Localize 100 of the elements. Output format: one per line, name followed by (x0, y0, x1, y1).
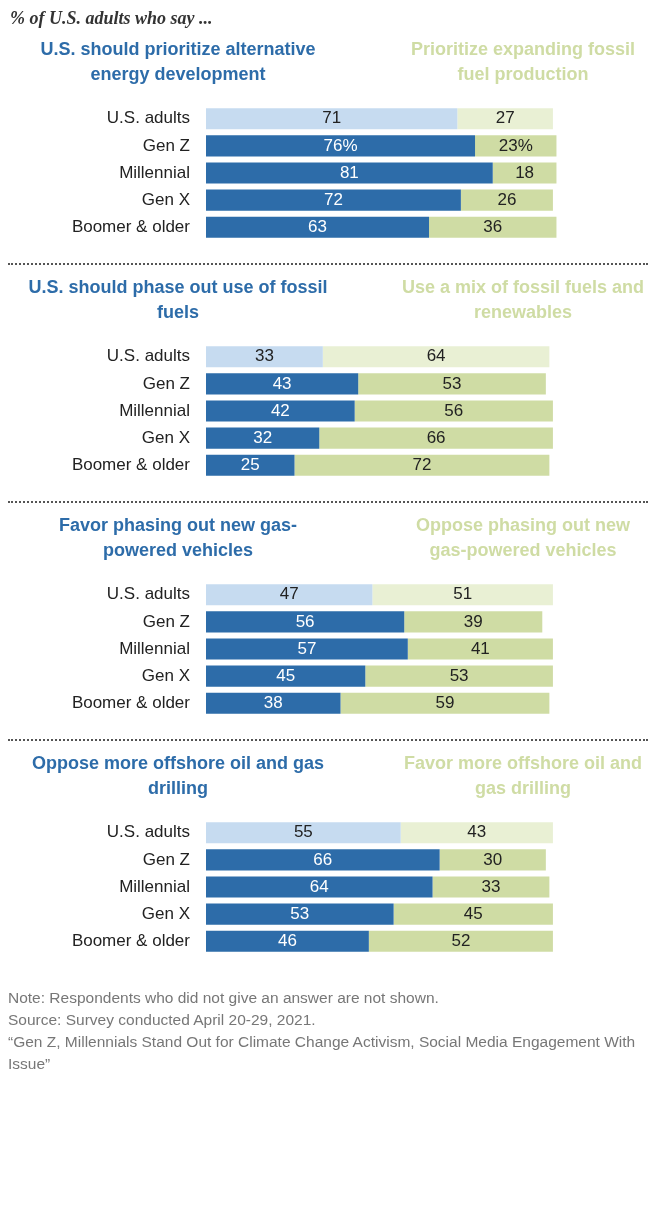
data-label: 51 (453, 584, 473, 604)
bar (322, 346, 550, 368)
series-label: Favor more offshore oil and gas drilling (402, 752, 643, 800)
bar (206, 346, 323, 368)
chart-title: % of U.S. adults who say ... (10, 8, 214, 29)
y-tick-label: U.S. adults (106, 346, 190, 366)
bar (206, 135, 476, 157)
data-label: 32 (253, 427, 273, 447)
bar (354, 400, 553, 422)
bar (400, 822, 553, 844)
data-label: 41 (470, 638, 490, 658)
data-label: 33 (481, 876, 501, 896)
data-label: 43 (467, 822, 487, 842)
data-label: 53 (449, 665, 469, 685)
data-label: 56 (295, 611, 315, 631)
data-label: 53 (290, 903, 310, 923)
data-label: 72 (412, 454, 432, 474)
bar (372, 584, 553, 606)
data-label: 42 (270, 400, 290, 420)
bar (365, 665, 553, 687)
data-label: 64 (426, 346, 446, 366)
data-label: 66 (313, 849, 333, 869)
bar (206, 638, 408, 660)
data-label: 72 (323, 189, 343, 209)
bar (206, 162, 493, 184)
bar (457, 108, 553, 130)
bar (358, 373, 546, 395)
data-label: 53 (442, 373, 462, 393)
y-tick-label: U.S. adults (106, 822, 190, 842)
data-label: 25 (240, 454, 260, 474)
bar (460, 189, 553, 211)
text: “Gen Z, Millennials Stand Out for Climate Change Activism, Social Media Engagement With Issue” (8, 1032, 637, 1074)
bar (432, 876, 550, 898)
y-tick-label: Gen X (141, 665, 190, 685)
data-label: 36 (483, 216, 503, 236)
y-tick-label: U.S. adults (106, 108, 190, 128)
y-tick-label: U.S. adults (106, 584, 190, 604)
bar (492, 162, 557, 184)
bar (206, 584, 373, 606)
data-label: 33 (254, 346, 274, 366)
y-tick-label: Boomer & older (71, 216, 191, 236)
data-label: 55 (293, 822, 313, 842)
data-label: 18 (515, 162, 535, 182)
bar (206, 692, 341, 714)
y-tick-label: Gen Z (142, 849, 190, 869)
y-tick-label: Gen Z (142, 611, 190, 631)
data-label: 30 (483, 849, 503, 869)
bar (294, 454, 550, 476)
bar (206, 400, 355, 422)
text: Note: Respondents who did not give an answer are not shown. (8, 988, 440, 1008)
bar (206, 189, 461, 211)
data-label: 46 (277, 930, 297, 950)
series-label: Oppose phasing out new gas-powered vehicles (415, 514, 631, 562)
data-label: 47 (279, 584, 299, 604)
data-label: 43 (272, 373, 292, 393)
bar (340, 692, 550, 714)
data-label: 63 (308, 216, 327, 236)
bar (206, 611, 405, 633)
series-label: U.S. should prioritize alternative energy development (39, 38, 317, 86)
source-note: Source: Survey conducted April 20-29, 2021. (8, 1010, 317, 1030)
bar (404, 611, 543, 633)
bar (206, 373, 359, 395)
data-label: 39 (463, 611, 483, 631)
data-label: 26 (497, 189, 517, 209)
bar (439, 849, 546, 871)
bar (206, 216, 430, 238)
y-tick-label: Boomer & older (71, 454, 191, 474)
bar (206, 930, 369, 952)
data-label: 64 (309, 876, 329, 896)
bar (206, 427, 320, 449)
data-label: 27 (495, 108, 515, 128)
bar (206, 876, 433, 898)
data-label: 45 (463, 903, 483, 923)
series-label: U.S. should phase out use of fossil fuels (28, 276, 328, 324)
text: Prioritize expanding fossil fuel production (409, 38, 636, 86)
bar (206, 454, 295, 476)
data-label: 52 (451, 930, 471, 950)
y-tick-label: Gen Z (142, 373, 190, 393)
y-tick-label: Millennial (119, 162, 190, 182)
data-label: 56 (444, 400, 464, 420)
bar (206, 108, 458, 130)
bar (206, 849, 440, 871)
y-tick-label: Millennial (119, 876, 190, 896)
bar (393, 903, 553, 925)
data-label: 38 (263, 692, 283, 712)
data-label: 81 (339, 162, 359, 182)
y-tick-label: Gen Z (142, 135, 190, 155)
data-label: 76% (323, 135, 358, 155)
series-label: Use a mix of fossil fuels and renewables (400, 276, 646, 324)
data-label: 59 (435, 692, 455, 712)
bar (407, 638, 553, 660)
data-label: 45 (276, 665, 296, 685)
y-tick-label: Gen X (141, 427, 190, 447)
data-label: 71 (322, 108, 342, 128)
y-tick-label: Millennial (119, 400, 190, 420)
data-label: 66 (426, 427, 446, 447)
bar (206, 665, 366, 687)
series-label: Oppose more offshore oil and gas drilling (30, 752, 325, 800)
data-label: 23% (498, 135, 533, 155)
y-tick-label: Boomer & older (71, 692, 191, 712)
